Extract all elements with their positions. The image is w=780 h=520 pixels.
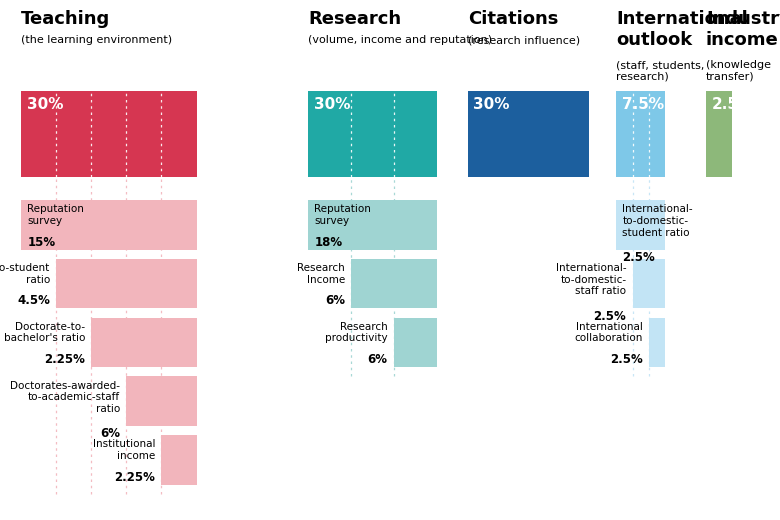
Bar xyxy=(616,200,665,250)
Text: 2.5%: 2.5% xyxy=(711,97,753,112)
Text: 30%: 30% xyxy=(473,97,510,112)
Text: Institutional
income: Institutional income xyxy=(93,439,155,461)
Text: 6%: 6% xyxy=(100,427,120,440)
Bar xyxy=(126,376,197,426)
Text: Doctorates-awarded-
to-academic-staff
ratio: Doctorates-awarded- to-academic-staff ra… xyxy=(10,381,120,414)
Text: 2.25%: 2.25% xyxy=(44,353,85,366)
Text: (staff, students,
research): (staff, students, research) xyxy=(616,60,704,82)
Text: International-
to-domestic-
student ratio: International- to-domestic- student rati… xyxy=(622,204,693,238)
Text: 2.5%: 2.5% xyxy=(610,353,643,366)
Text: Research: Research xyxy=(308,10,401,29)
Bar xyxy=(21,91,197,177)
Bar xyxy=(616,91,665,177)
Bar xyxy=(56,259,197,308)
Bar xyxy=(21,200,197,250)
Text: Teaching: Teaching xyxy=(21,10,110,29)
Text: Reputation
survey: Reputation survey xyxy=(27,204,84,226)
Text: 30%: 30% xyxy=(314,97,350,112)
Text: (volume, income and reputation): (volume, income and reputation) xyxy=(308,35,492,45)
Text: International
outlook: International outlook xyxy=(616,10,748,49)
Text: Research
productivity: Research productivity xyxy=(325,322,388,344)
Text: 7.5%: 7.5% xyxy=(622,97,664,112)
Text: (research influence): (research influence) xyxy=(468,35,580,45)
Bar xyxy=(91,318,197,367)
Bar xyxy=(308,200,437,250)
Text: Research
Income: Research Income xyxy=(297,263,345,285)
Bar xyxy=(468,91,589,177)
Bar xyxy=(161,435,197,485)
Text: 2.5%: 2.5% xyxy=(622,251,655,264)
Text: (the learning environment): (the learning environment) xyxy=(21,35,172,45)
Text: 6%: 6% xyxy=(324,294,345,307)
Bar xyxy=(633,259,665,308)
Bar xyxy=(394,318,437,367)
Text: Citations: Citations xyxy=(468,10,558,29)
Text: International
collaboration: International collaboration xyxy=(574,322,643,344)
Text: 15%: 15% xyxy=(27,236,55,249)
Text: (knowledge
transfer): (knowledge transfer) xyxy=(706,60,771,82)
Text: 2.5%: 2.5% xyxy=(594,310,626,323)
Bar xyxy=(706,91,732,177)
Text: Industry
income: Industry income xyxy=(706,10,780,49)
Text: International-
to-domestic-
staff ratio: International- to-domestic- staff ratio xyxy=(555,263,626,296)
Bar xyxy=(308,91,437,177)
Text: 6%: 6% xyxy=(367,353,388,366)
Text: Staff-to-student
ratio: Staff-to-student ratio xyxy=(0,263,50,285)
Bar xyxy=(351,259,437,308)
Bar xyxy=(649,318,665,367)
Text: 4.5%: 4.5% xyxy=(17,294,50,307)
Text: 30%: 30% xyxy=(27,97,63,112)
Text: Doctorate-to-
bachelor's ratio: Doctorate-to- bachelor's ratio xyxy=(4,322,85,344)
Text: Reputation
survey: Reputation survey xyxy=(314,204,371,226)
Text: 18%: 18% xyxy=(314,236,342,249)
Text: 2.25%: 2.25% xyxy=(115,471,155,484)
